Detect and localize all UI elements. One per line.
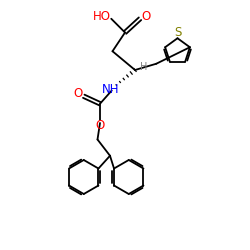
Text: H: H bbox=[140, 62, 147, 72]
Text: O: O bbox=[73, 87, 82, 100]
Text: O: O bbox=[96, 119, 105, 132]
Text: HO: HO bbox=[93, 10, 111, 23]
Text: O: O bbox=[142, 10, 151, 23]
Text: NH: NH bbox=[102, 83, 120, 96]
Text: S: S bbox=[174, 26, 182, 39]
